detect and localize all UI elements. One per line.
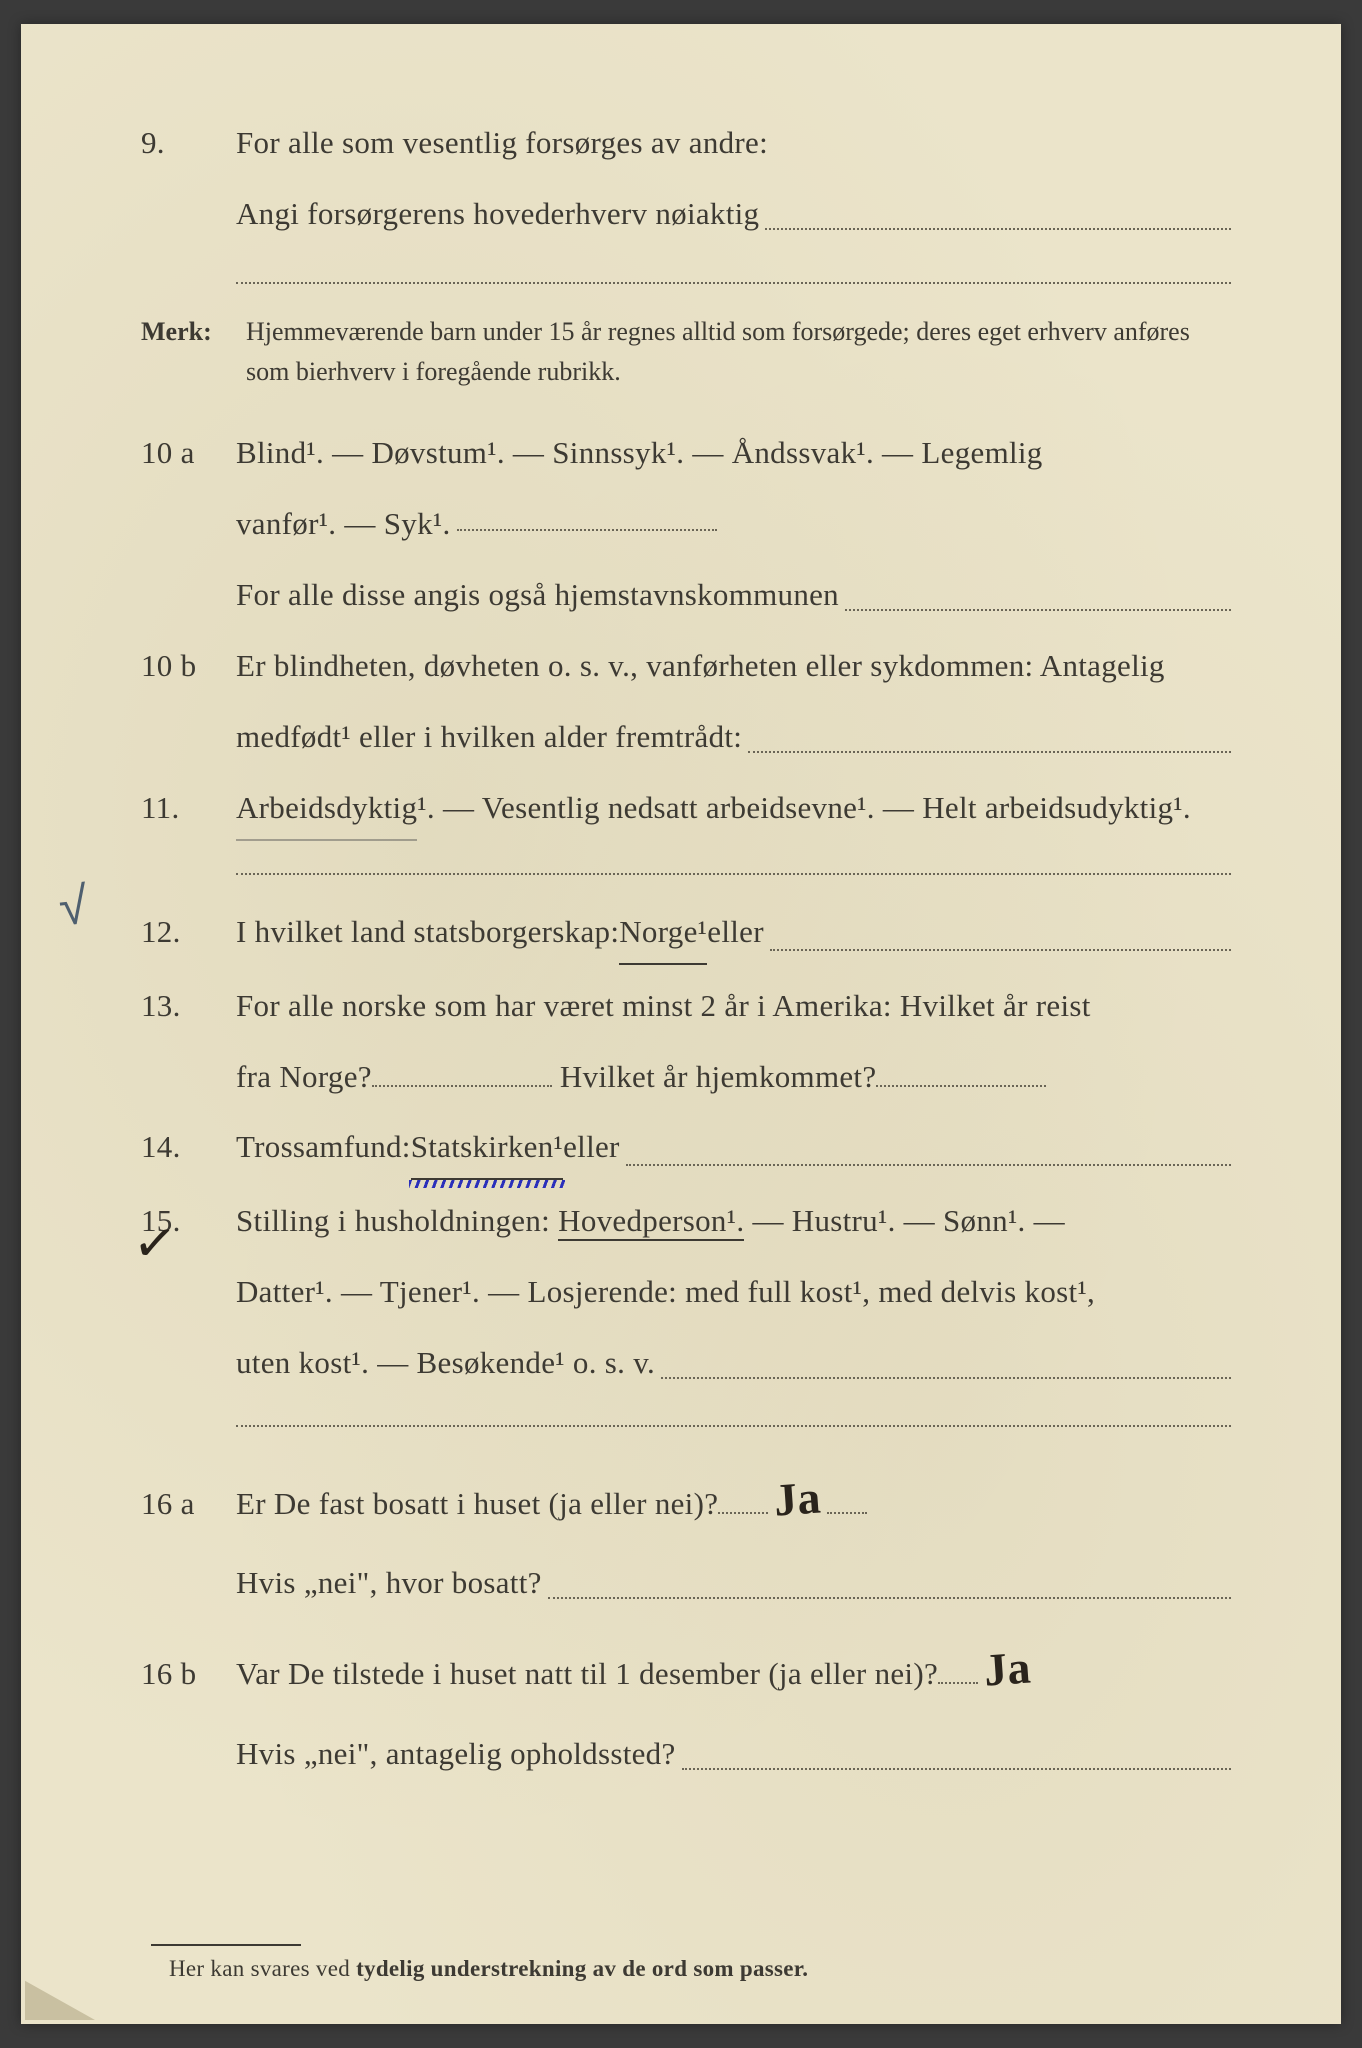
q15-continuation — [236, 1423, 1231, 1427]
q12-pre: I hvilket land statsborgerskap: — [236, 903, 619, 965]
q9-line2-text: Angi forsørgerens hovederhverv nøiaktig — [236, 185, 759, 244]
q13-line1: For alle norske som har været minst 2 år… — [236, 977, 1231, 1036]
q15-line3: uten kost¹. — Besøkende¹ o. s. v. — [236, 1334, 655, 1393]
q10a-line3: For alle disse angis også hjemstavnskomm… — [236, 566, 839, 625]
q9-line2-row: Angi forsørgerens hovederhverv nøiaktig — [141, 185, 1231, 244]
q9-line1: For alle som vesentlig forsørges av andr… — [236, 114, 1231, 173]
q10a-line1: Blind¹. — Døvstum¹. — Sinnssyk¹. — Åndss… — [236, 424, 1231, 483]
q16b-fill — [682, 1737, 1231, 1770]
question-9: 9. For alle som vesentlig forsørges av a… — [141, 114, 1231, 173]
q15-fill — [661, 1346, 1231, 1379]
q12-post: eller — [707, 903, 764, 965]
q11-text-a: Arbeidsdyktig — [236, 779, 417, 841]
q14-statskirken: Statskirken¹ — [411, 1118, 563, 1180]
q15-line1-pre: Stilling i husholdningen: — [236, 1203, 558, 1238]
merk-label: Merk: — [141, 312, 246, 352]
q15-hovedperson: Hovedperson¹. — [558, 1203, 744, 1241]
q14-number: 14. — [141, 1118, 236, 1177]
footnote-rule — [151, 1944, 301, 1946]
q16a-line2: Hvis „nei", hvor bosatt? — [236, 1554, 542, 1613]
q9-continuation-line — [236, 280, 1231, 284]
q16b-number: 16 b — [141, 1645, 236, 1704]
q9-number: 9. — [141, 114, 236, 173]
census-form-page: { "q9": { "num": "9.", "line1": "For all… — [21, 24, 1341, 2024]
margin-checkmark-15: ✓ — [130, 1212, 180, 1276]
question-13: 13. For alle norske som har været minst … — [141, 977, 1231, 1036]
q10b-line1: Er blindheten, døvheten o. s. v., vanfør… — [236, 637, 1231, 696]
q16a-number: 16 a — [141, 1475, 236, 1534]
q13-line2a: fra Norge? — [236, 1059, 372, 1094]
q14-fill — [626, 1133, 1231, 1166]
footnote-bold: tydelig understrekning av de ord som pas… — [356, 1956, 808, 1981]
q10b-number: 10 b — [141, 637, 236, 696]
q14-post: eller — [563, 1118, 620, 1180]
q9-fill-line — [765, 197, 1231, 230]
q15-line1-post: — Hustru¹. — Sønn¹. — — [744, 1203, 1065, 1238]
q14-pre: Trossamfund: — [236, 1118, 411, 1180]
q16b-answer: Ja — [975, 1623, 1040, 1714]
question-10a: 10 a Blind¹. — Døvstum¹. — Sinnssyk¹. — … — [141, 424, 1231, 483]
question-15: 15. Stilling i husholdningen: Hovedperso… — [141, 1192, 1231, 1251]
margin-checkmark-12: √ — [56, 876, 91, 939]
q12-fill — [770, 918, 1231, 951]
q13-number: 13. — [141, 977, 236, 1036]
q16a-line1: Er De fast bosatt i huset (ja eller nei)… — [236, 1486, 718, 1521]
q11-continuation — [236, 871, 1231, 875]
merk-note: Merk: Hjemmeværende barn under 15 år reg… — [141, 312, 1231, 393]
q10a-line2: vanfør¹. — Syk¹. — [236, 495, 451, 554]
q16a-answer: Ja — [765, 1453, 830, 1544]
q13-fill-a — [372, 1050, 552, 1086]
question-14: 14. Trossamfund: Statskirken¹ eller — [141, 1118, 1231, 1180]
question-11: 11. Arbeidsdyktig¹. — Vesentlig nedsatt … — [141, 779, 1231, 841]
merk-text: Hjemmeværende barn under 15 år regnes al… — [246, 312, 1231, 393]
q13-line2b: Hvilket år hjemkommet? — [560, 1059, 877, 1094]
q10a-fill — [457, 495, 717, 531]
q12-number: 12. — [141, 903, 236, 962]
q13-fill-b — [876, 1050, 1046, 1086]
question-16b: 16 b Var De tilstede i huset natt til 1 … — [141, 1625, 1231, 1712]
q12-norge: Norge¹ — [619, 903, 707, 965]
q11-text-b: ¹. — Vesentlig nedsatt arbeidsevne¹. — H… — [417, 790, 1191, 825]
q10b-fill — [748, 720, 1231, 753]
footnote: Her kan svares ved tydelig understreknin… — [169, 1956, 1231, 1982]
question-16a: 16 a Er De fast bosatt i huset (ja eller… — [141, 1455, 1231, 1542]
question-12: 12. I hvilket land statsborgerskap: Norg… — [141, 903, 1231, 965]
q10b-line2: medfødt¹ eller i hvilken alder fremtrådt… — [236, 708, 742, 767]
page-fold-corner — [25, 1964, 95, 2020]
q10a-number: 10 a — [141, 424, 236, 483]
q16a-fill — [548, 1566, 1231, 1599]
q15-line2: Datter¹. — Tjener¹. — Losjerende: med fu… — [236, 1263, 1231, 1322]
q16b-line1: Var De tilstede i huset natt til 1 desem… — [236, 1656, 938, 1691]
q10a-fill3 — [845, 578, 1231, 611]
question-10b: 10 b Er blindheten, døvheten o. s. v., v… — [141, 637, 1231, 696]
q11-number: 11. — [141, 779, 236, 838]
q16b-line2: Hvis „nei", antagelig opholdssted? — [236, 1725, 676, 1784]
